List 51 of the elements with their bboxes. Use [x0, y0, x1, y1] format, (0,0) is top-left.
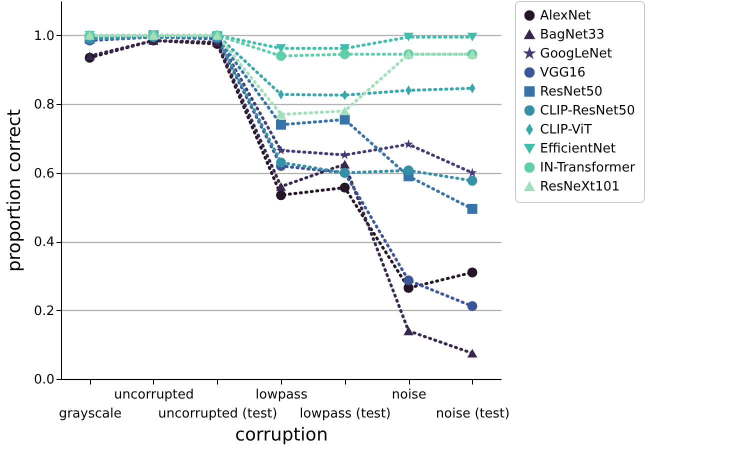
point — [404, 275, 414, 286]
x-tick-label: uncorrupted (test) — [158, 406, 278, 422]
point — [276, 44, 286, 53]
legend-label: CLIP-ViT — [540, 122, 592, 138]
point — [340, 182, 350, 193]
legend-label: IN-Transformer — [540, 160, 636, 176]
point — [468, 168, 478, 177]
point — [276, 50, 286, 61]
point — [467, 32, 478, 42]
y-tick-label: 0.0 — [34, 372, 54, 388]
legend-label: GoogLeNet — [540, 46, 612, 62]
legend-label: BagNet33 — [540, 28, 604, 42]
x-tick-label: uncorrupted — [114, 388, 194, 402]
point — [404, 326, 414, 336]
legend-label: EfficientNet — [540, 142, 616, 156]
point — [467, 204, 478, 214]
point — [340, 114, 350, 125]
x-tick-label: noise — [392, 388, 426, 402]
y-tick-label: 0.4 — [34, 235, 54, 250]
legend-label: ResNeXt101 — [540, 180, 620, 194]
point — [467, 348, 478, 358]
point — [276, 182, 286, 191]
y-tick-label: 0.6 — [34, 166, 54, 182]
point — [276, 120, 286, 130]
legend-label: AlexNet — [540, 8, 591, 24]
legend-label: ResNet50 — [540, 84, 603, 100]
x-tick-label: noise (test) — [436, 406, 510, 422]
x-tick-label: lowpass — [256, 388, 308, 402]
point — [276, 110, 286, 119]
y-tick-label: 0.2 — [34, 304, 54, 319]
point — [404, 165, 414, 176]
x-axis-title: corruption — [235, 424, 328, 446]
point — [340, 106, 350, 116]
point — [404, 32, 414, 42]
point — [340, 49, 350, 60]
y-axis-title: proportion correct — [4, 109, 25, 272]
point — [276, 158, 286, 168]
point — [276, 190, 286, 200]
point — [276, 145, 286, 155]
legend-label: CLIP-ResNet50 — [540, 104, 635, 118]
y-tick-label: 1.0 — [34, 28, 54, 44]
point — [467, 176, 478, 186]
legend-label: VGG16 — [540, 66, 586, 80]
point — [340, 160, 350, 169]
point — [467, 267, 478, 278]
point — [404, 139, 414, 148]
point — [467, 301, 478, 312]
point — [84, 52, 95, 60]
x-tick-label: lowpass (test) — [300, 406, 391, 422]
y-tick-label: 0.8 — [34, 98, 54, 113]
x-tick-label: grayscale — [58, 406, 122, 422]
